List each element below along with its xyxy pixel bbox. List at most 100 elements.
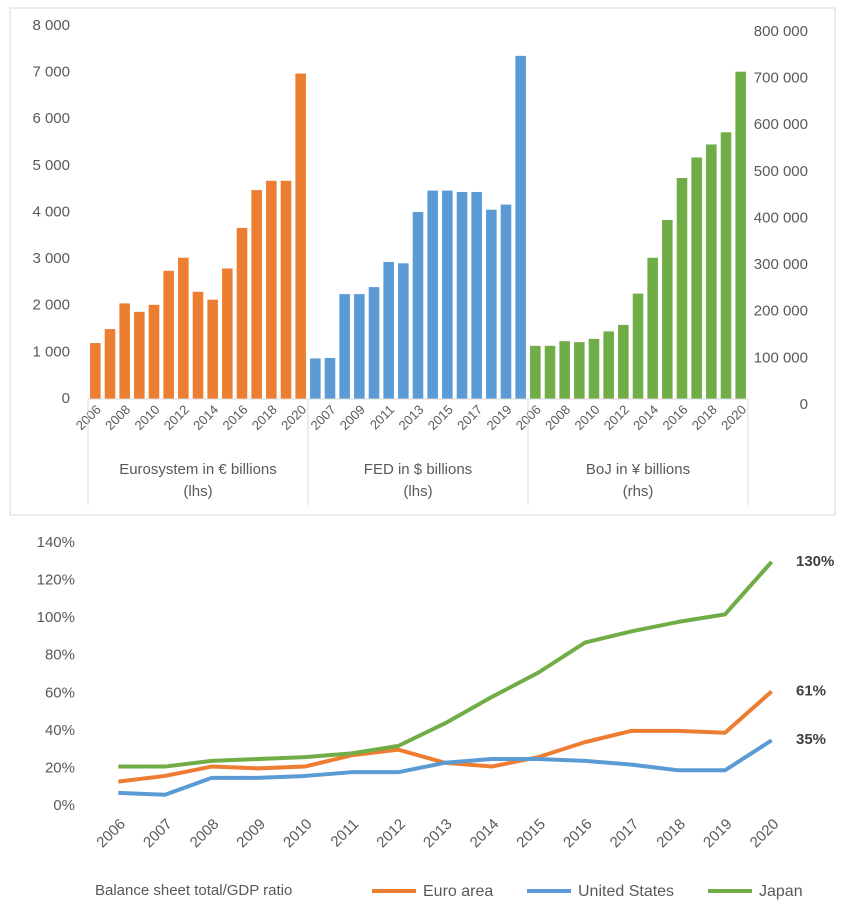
y-tick-label: 6 000	[32, 110, 70, 127]
y2-tick-label: 0	[800, 396, 808, 413]
x-tick-label: 2014	[630, 402, 661, 433]
legend-label: United States	[578, 883, 674, 900]
end-label: 35%	[796, 731, 826, 748]
x-tick-label: 2014	[190, 402, 221, 433]
x-tick-label: 2011	[367, 402, 397, 432]
group-label: (lhs)	[403, 483, 432, 500]
y-tick-label: 60%	[45, 684, 75, 701]
bar	[383, 261, 394, 399]
bar	[515, 55, 526, 400]
bar	[603, 331, 614, 399]
y2-tick-label: 600 000	[754, 116, 808, 133]
x-tick-label: 2020	[747, 816, 783, 852]
bar	[706, 144, 717, 399]
y-tick-label: 120%	[37, 572, 75, 589]
y-tick-label: 1 000	[32, 343, 70, 360]
x-tick-label: 2018	[689, 402, 720, 433]
y-tick-label: 40%	[45, 722, 75, 739]
x-tick-label: 2007	[140, 816, 176, 852]
bar	[735, 71, 746, 399]
x-tick-label: 2008	[542, 402, 573, 433]
y2-tick-label: 700 000	[754, 70, 808, 87]
bar	[119, 303, 130, 399]
bar	[691, 157, 702, 399]
x-tick-label: 2018	[653, 816, 689, 852]
x-tick-label: 2009	[337, 402, 368, 433]
bar	[192, 291, 204, 399]
y-tick-label: 100%	[37, 609, 75, 626]
bar	[324, 357, 336, 399]
bar	[266, 180, 277, 399]
bar	[398, 263, 409, 399]
group-label: FED in $ billions	[364, 461, 472, 478]
bar	[442, 190, 453, 399]
bar	[676, 177, 688, 399]
x-tick-label: 2017	[607, 816, 643, 852]
y-tick-label: 2 000	[32, 297, 70, 314]
bar	[662, 219, 673, 399]
group-label: Eurosystem in € billions	[119, 461, 277, 478]
x-tick-label: 2009	[233, 816, 269, 852]
x-tick-label: 2019	[700, 816, 736, 852]
y-tick-label: 140%	[37, 534, 75, 551]
x-tick-label: 2016	[659, 402, 690, 433]
bar	[486, 209, 497, 399]
y2-tick-label: 500 000	[754, 163, 808, 180]
x-tick-label: 2012	[373, 816, 409, 852]
bar	[354, 294, 365, 399]
x-tick-label: 2007	[307, 402, 338, 433]
bar	[500, 204, 512, 399]
bar	[310, 358, 321, 399]
x-tick-label: 2015	[425, 402, 456, 433]
y-tick-label: 0	[62, 390, 70, 407]
bar	[530, 345, 541, 399]
bar	[339, 294, 350, 399]
x-tick-label: 2010	[571, 402, 602, 433]
bar	[90, 343, 101, 399]
group-label: (lhs)	[183, 483, 212, 500]
end-label: 61%	[796, 682, 826, 699]
bar	[134, 311, 145, 399]
group-label: BoJ in ¥ billions	[586, 461, 690, 478]
y-tick-label: 80%	[45, 647, 75, 664]
y2-tick-label: 200 000	[754, 303, 808, 320]
end-label: 130%	[796, 553, 834, 570]
y-tick-label: 8 000	[32, 17, 70, 34]
bar	[222, 268, 233, 399]
x-tick-label: 2008	[187, 816, 223, 852]
x-tick-label: 2017	[454, 402, 485, 433]
bar	[588, 338, 600, 399]
bar	[574, 342, 585, 399]
x-tick-label: 2016	[560, 816, 596, 852]
y-tick-label: 4 000	[32, 203, 70, 220]
y-tick-label: 7 000	[32, 64, 70, 81]
bar	[236, 227, 248, 399]
series-line	[118, 560, 774, 769]
y-tick-label: 3 000	[32, 250, 70, 267]
bar	[295, 73, 306, 400]
x-tick-label: 2019	[483, 402, 514, 433]
bar	[104, 329, 116, 399]
bar	[412, 212, 424, 399]
series-line	[118, 738, 773, 797]
bar	[720, 132, 732, 399]
x-tick-label: 2018	[249, 402, 280, 433]
y-tick-label: 0%	[53, 797, 75, 814]
x-tick-label: 2010	[280, 816, 316, 852]
legend-label: Japan	[759, 883, 803, 900]
bar	[148, 304, 160, 399]
bar	[178, 257, 189, 399]
x-tick-label: 2013	[395, 402, 426, 433]
y-tick-label: 5 000	[32, 157, 70, 174]
x-tick-label: 2013	[420, 816, 456, 852]
x-tick-label: 2008	[102, 402, 133, 433]
bar	[207, 299, 218, 399]
bar	[427, 190, 438, 399]
x-tick-label: 2015	[513, 816, 549, 852]
x-tick-label: 2010	[131, 402, 162, 433]
bar	[471, 191, 482, 399]
x-tick-label: 2016	[219, 402, 250, 433]
bar	[647, 257, 658, 399]
bar	[559, 341, 570, 399]
